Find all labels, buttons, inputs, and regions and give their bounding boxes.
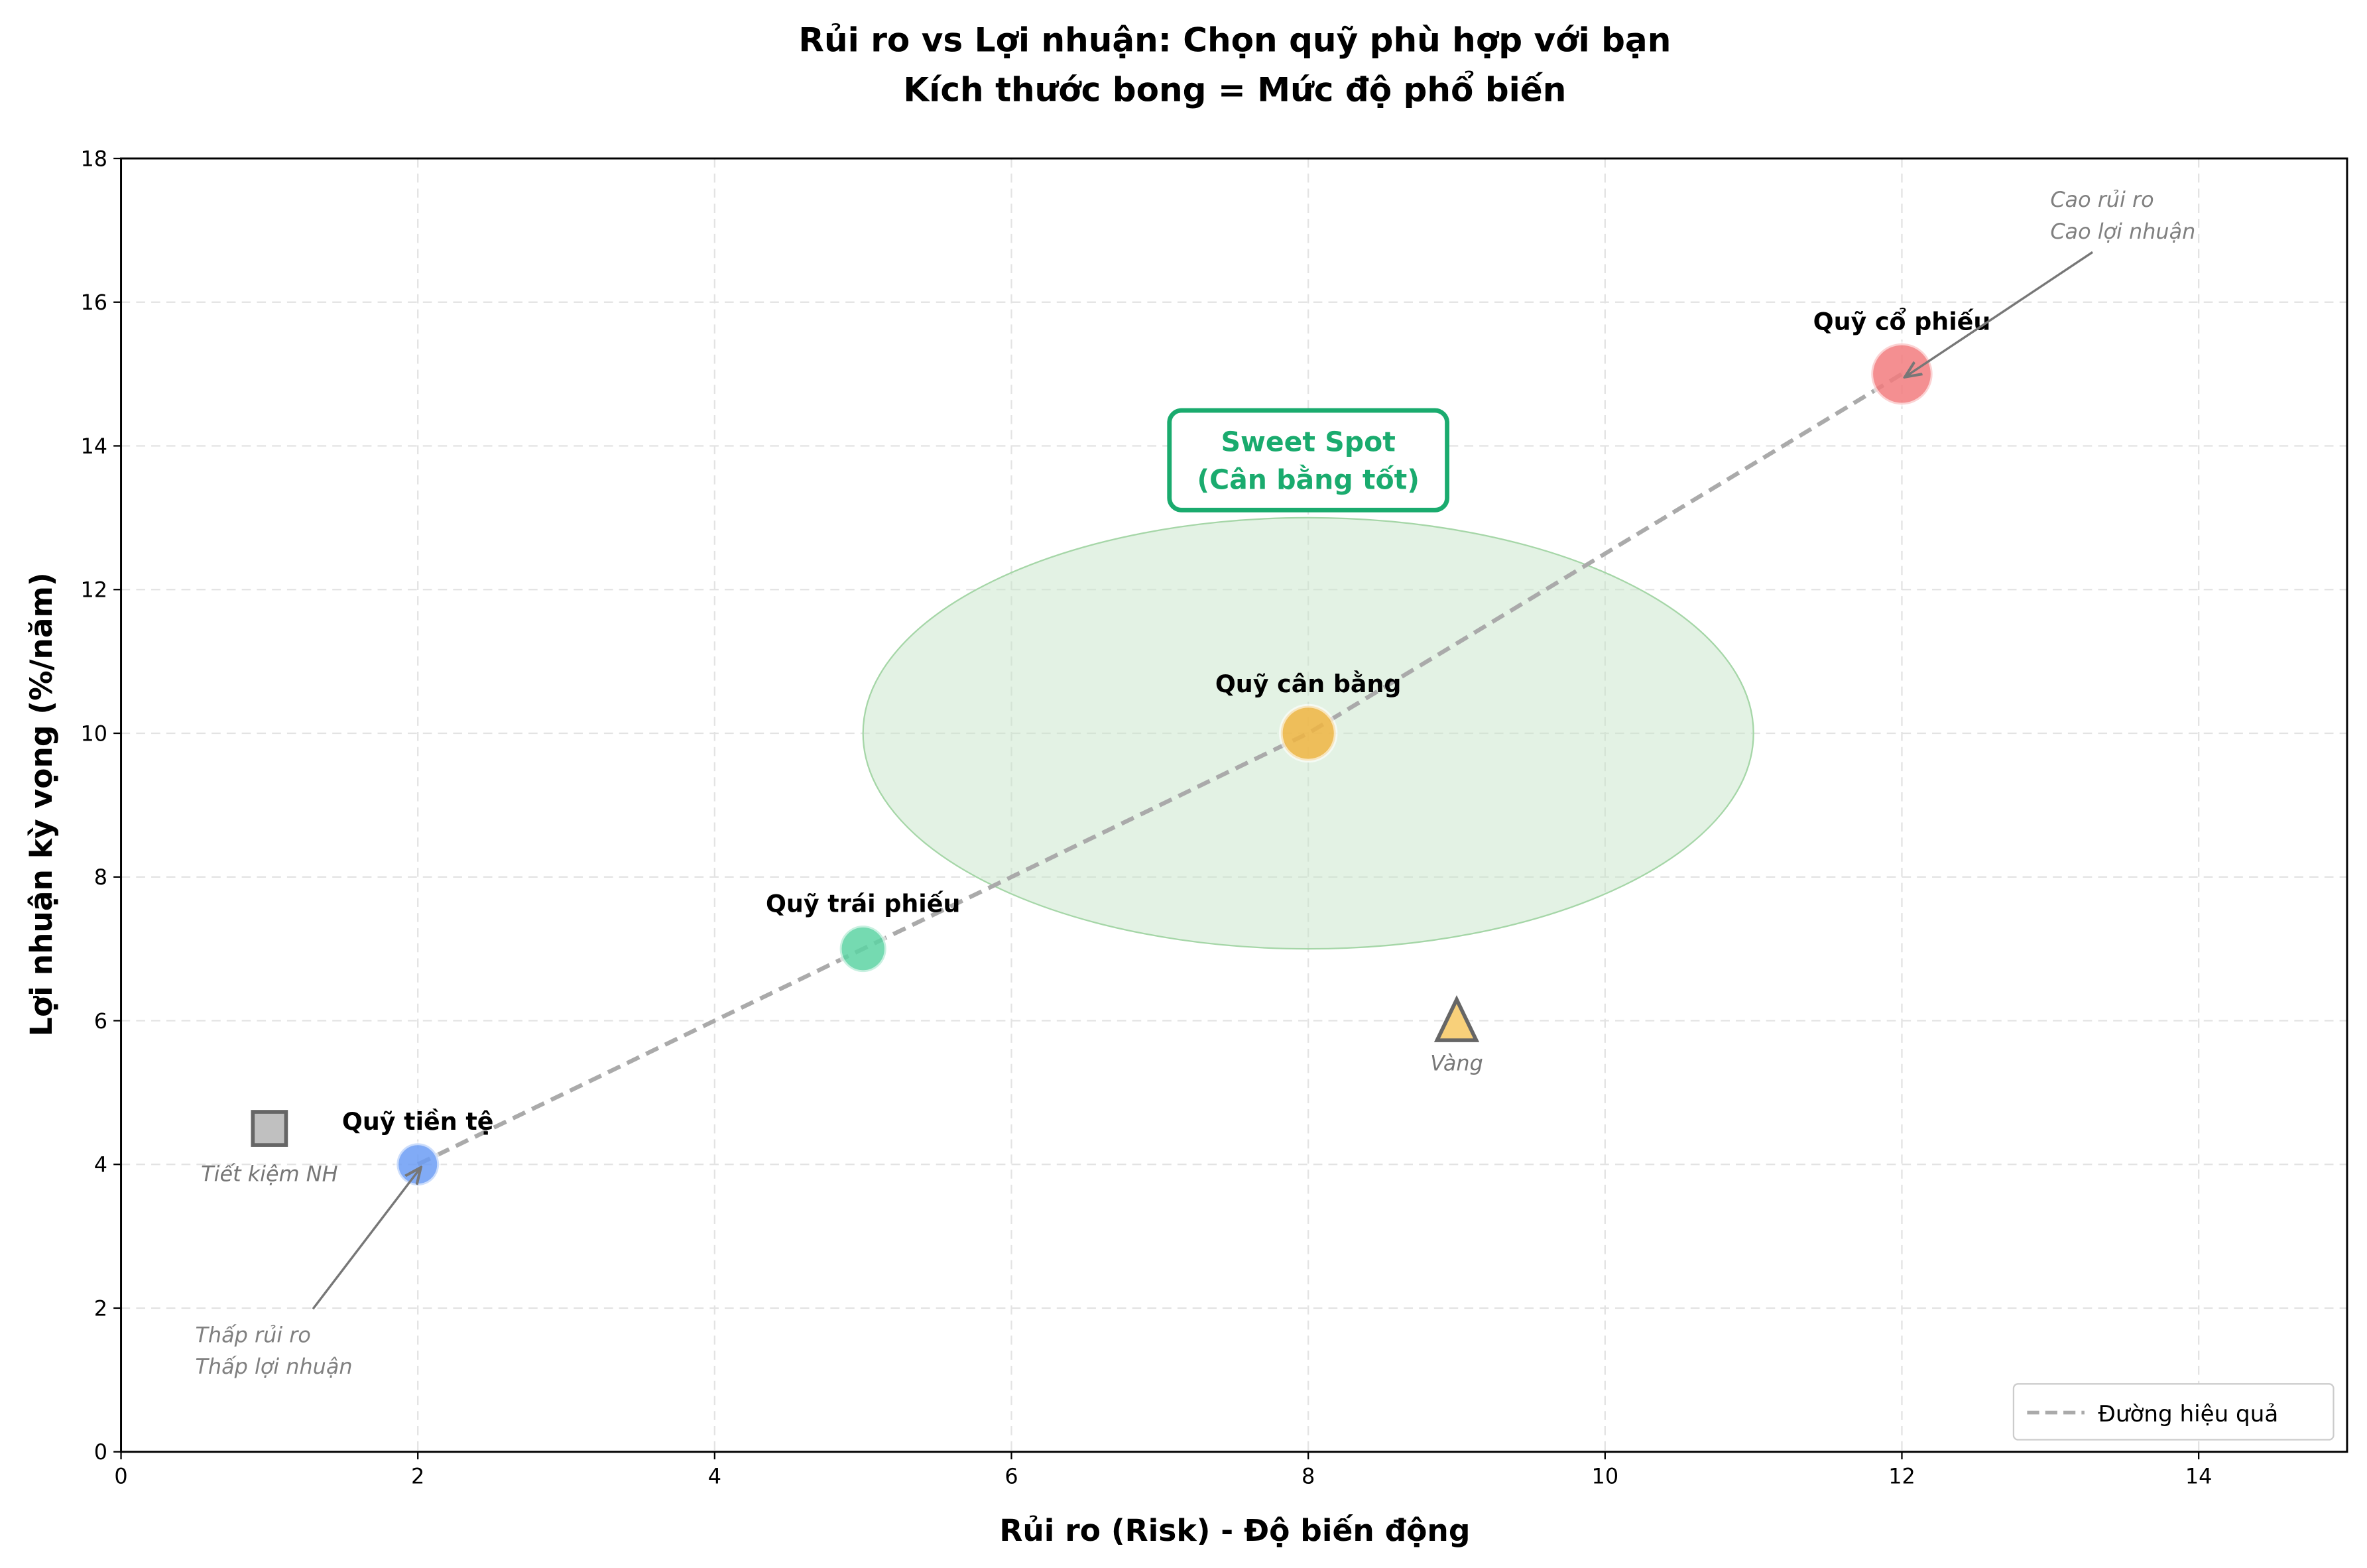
- y-tick-label: 16: [81, 290, 108, 315]
- fund-bubble: [394, 1141, 441, 1187]
- y-tick-label: 12: [81, 577, 108, 603]
- efficient-line-layer: [416, 372, 1904, 1167]
- y-tick-label: 14: [81, 434, 108, 459]
- x-tick-label: 8: [1302, 1464, 1315, 1489]
- gold-triangle-marker: [1433, 995, 1480, 1042]
- x-tick-label: 4: [708, 1464, 721, 1489]
- fund-label: Quỹ cổ phiếu: [1813, 307, 1991, 335]
- efficient-line: [416, 372, 1904, 1167]
- annotation-arrow: [1905, 251, 2093, 377]
- annotation-line2: Cao lợi nhuận: [2050, 219, 2195, 244]
- sweet-spot-label-box: [1167, 408, 1449, 513]
- y-tick-label: 18: [81, 146, 108, 171]
- y-tick-label: 0: [94, 1439, 107, 1465]
- x-tick-label: 2: [411, 1464, 424, 1489]
- sweet-spot-label: Sweet Spot: [1221, 426, 1395, 458]
- annotation-line1: Cao rủi ro: [2050, 187, 2154, 212]
- ticks: 0 2 4 6 8 10 12 14 0 2 4 6 8 10 12 14 16 18: [81, 146, 2213, 1488]
- chart-title: Rủi ro vs Lợi nhuận: Chọn quỹ phù hợp vớ…: [798, 21, 1671, 59]
- savings-square-marker: [251, 1110, 288, 1147]
- annotation-line2: Thấp lợi nhuận: [195, 1354, 352, 1379]
- legend-entry: Đường hiệu quả: [2098, 1401, 2278, 1427]
- legend: Đường hiệu quả: [2012, 1383, 2335, 1441]
- x-tick-label: 0: [114, 1464, 127, 1489]
- x-tick-label: 12: [1888, 1464, 1915, 1489]
- annotation-arrow: [312, 1168, 421, 1310]
- y-tick-label: 2: [94, 1296, 107, 1321]
- chart-subtitle: Kích thước bong = Mức độ phổ biến: [903, 71, 1566, 109]
- legend-box: [2012, 1383, 2335, 1441]
- plot-frame: [120, 157, 2348, 1453]
- annotation-line1: Thấp rủi ro: [195, 1322, 310, 1347]
- y-tick-label: 10: [81, 721, 108, 746]
- fund-label: Quỹ tiền tệ: [342, 1107, 494, 1136]
- y-axis-label: Lợi nhuận kỳ vọng (%/năm): [24, 572, 59, 1036]
- y-tick-label: 6: [94, 1008, 107, 1034]
- gold-label: Vàng: [1430, 1051, 1483, 1076]
- points-layer: [251, 341, 1935, 1187]
- y-tick-label: 4: [94, 1152, 107, 1177]
- labels-layer: Quỹ tiền tệ Quỹ trái phiếu Quỹ cân bằng Quỹ…: [195, 187, 2195, 1379]
- fund-label: Quỹ cân bằng: [1215, 670, 1402, 698]
- grid: [121, 158, 2347, 1452]
- fund-label: Quỹ trái phiếu: [766, 890, 960, 918]
- fund-bubble: [837, 924, 888, 975]
- y-tick-label: 8: [94, 865, 107, 890]
- fund-bubble: [1869, 341, 1935, 407]
- x-tick-label: 14: [2185, 1464, 2213, 1489]
- x-axis-label: Rủi ro (Risk) - Độ biến động: [999, 1513, 1470, 1548]
- sweet-spot-sublabel: (Cân bằng tốt): [1197, 463, 1420, 495]
- fund-bubble: [1278, 703, 1338, 763]
- x-tick-label: 10: [1592, 1464, 1619, 1489]
- savings-label: Tiết kiệm NH: [201, 1162, 337, 1187]
- x-tick-label: 6: [1004, 1464, 1018, 1489]
